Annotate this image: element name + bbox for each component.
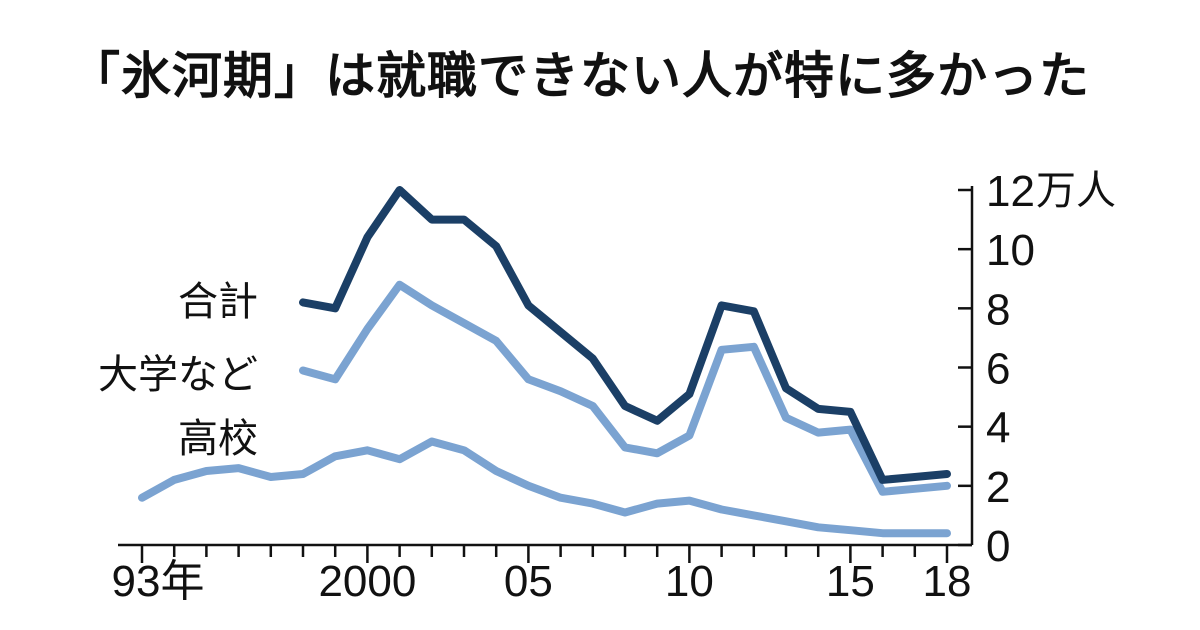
series-line-0 (299, 186, 951, 484)
series-line-1 (299, 280, 951, 496)
chart-title: 「氷河期」は就職できない人が特に多かった (70, 47, 1090, 105)
axes (118, 186, 974, 563)
y-tick-label: 12 (986, 167, 1035, 216)
x-tick-label: 10 (665, 557, 714, 606)
series-label-2: 高校 (178, 416, 258, 462)
y-tick-label: 0 (986, 522, 1010, 571)
x-tick-label: 18 (923, 557, 972, 606)
x-tick-label: 2000 (318, 557, 416, 606)
series-label-1: 大学など (98, 352, 258, 398)
x-tick-label: 05 (504, 557, 553, 606)
y-tick-label: 8 (986, 285, 1010, 334)
y-tick-label: 6 (986, 345, 1010, 394)
series-line-2 (138, 437, 951, 538)
y-tick-label: 2 (986, 463, 1010, 512)
x-tick-label: 93年 (112, 557, 205, 606)
y-tick-label: 10 (986, 226, 1035, 275)
x-tick-label: 15 (826, 557, 875, 606)
y-tick-label: 4 (986, 404, 1010, 453)
y-unit-label: 万人 (1036, 168, 1116, 214)
series-label-0: 合計 (178, 279, 258, 325)
series-layer (138, 186, 951, 538)
